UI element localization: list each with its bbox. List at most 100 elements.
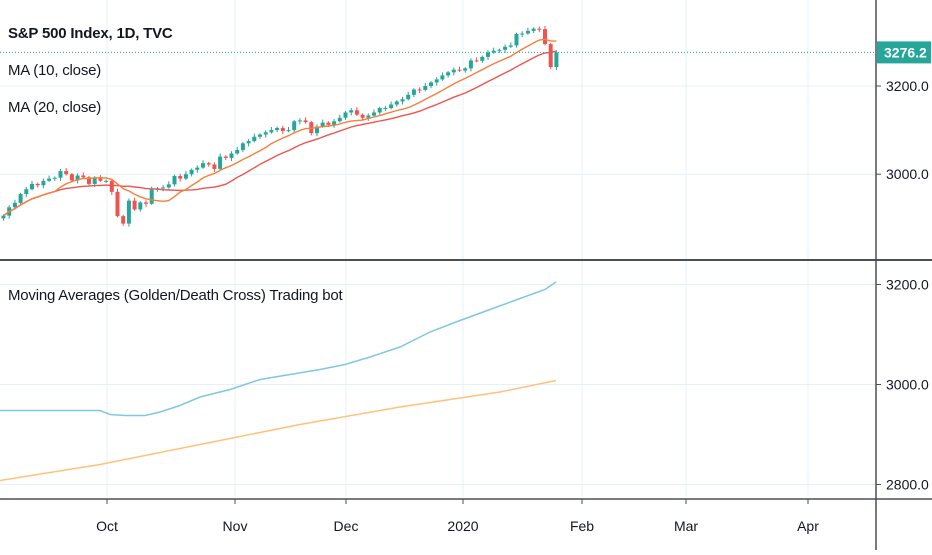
candle-body	[138, 202, 143, 210]
price-badge-label: 3276.2	[884, 44, 927, 60]
candle-body	[41, 180, 46, 186]
candle	[240, 142, 245, 153]
candle-body	[411, 89, 416, 95]
candle-body	[189, 169, 194, 175]
candle-body	[64, 171, 69, 175]
candle	[389, 101, 394, 110]
candle	[132, 197, 137, 211]
price-badge	[877, 41, 931, 64]
candle	[138, 201, 143, 212]
candle	[189, 168, 194, 177]
candle-body	[35, 183, 40, 186]
candle-body	[115, 191, 120, 217]
candle	[104, 179, 109, 184]
candle	[343, 111, 348, 120]
candle	[554, 50, 559, 71]
candle-body	[30, 183, 34, 190]
candle	[81, 172, 86, 179]
candle-body	[315, 126, 319, 134]
candle	[218, 153, 223, 171]
candle	[58, 168, 63, 181]
candle-body	[201, 163, 205, 168]
candle-body	[366, 115, 371, 118]
candle	[508, 42, 513, 49]
candle	[223, 155, 228, 161]
candle	[337, 114, 342, 123]
candle-body	[280, 127, 285, 131]
candle-body	[303, 120, 308, 123]
candle	[531, 27, 536, 34]
candle-body	[440, 75, 445, 80]
candle-body	[377, 108, 382, 113]
candle-body	[87, 177, 91, 184]
candle	[417, 87, 422, 94]
candle	[149, 186, 154, 206]
candle-body	[332, 121, 337, 125]
candle	[446, 71, 451, 78]
candle-body	[297, 120, 302, 122]
candle	[172, 174, 177, 187]
candle	[178, 173, 183, 182]
candle-body	[258, 134, 262, 137]
candle-body	[172, 175, 177, 185]
x-tick-label: Oct	[96, 518, 118, 534]
candle-body	[514, 33, 519, 46]
candle	[144, 200, 148, 207]
x-tick-label: 2020	[447, 518, 478, 534]
candle	[18, 192, 23, 206]
candle-body	[446, 72, 451, 76]
candle	[12, 199, 17, 209]
candle-body	[337, 117, 342, 122]
candle-body	[360, 114, 365, 118]
chart-title: S&P 500 Index, 1D, TVC	[8, 25, 173, 42]
candle-body	[12, 202, 17, 208]
candle-body	[183, 174, 188, 179]
candle	[126, 198, 131, 227]
indicator-y-tick-label: 3200.0	[886, 277, 929, 293]
candle-body	[394, 101, 399, 105]
ma10-legend[interactable]: MA (10, close)	[8, 62, 102, 79]
candle-body	[218, 156, 223, 169]
candle	[332, 119, 337, 128]
candle-body	[349, 110, 354, 113]
candle	[258, 133, 262, 139]
candle-body	[417, 89, 422, 91]
candle-body	[75, 175, 80, 181]
candle-body	[195, 167, 200, 170]
candle-body	[126, 200, 131, 224]
candle	[292, 119, 297, 133]
candle-body	[109, 180, 114, 192]
candle-body	[246, 141, 251, 144]
candle-body	[525, 30, 530, 34]
candle-body	[543, 29, 547, 45]
candle	[252, 133, 257, 143]
candle	[109, 178, 114, 195]
candle	[161, 185, 166, 192]
candle-body	[58, 171, 63, 178]
x-tick-label: Dec	[334, 518, 359, 534]
candle	[212, 162, 217, 172]
x-tick-label: Mar	[674, 518, 698, 534]
candle-body	[423, 86, 428, 90]
indicator-y-tick-label: 2800.0	[886, 477, 929, 493]
grid	[0, 0, 876, 497]
candle-body	[47, 178, 52, 181]
candle-body	[520, 33, 525, 35]
candle	[64, 168, 69, 176]
candle	[434, 77, 439, 86]
candle-body	[166, 184, 171, 188]
candle	[349, 108, 354, 116]
candle	[24, 186, 29, 198]
candle-body	[52, 177, 57, 179]
bot-blue-line	[0, 281, 557, 417]
candle-body	[503, 46, 508, 50]
candle	[451, 67, 456, 76]
candle-body	[252, 136, 257, 142]
x-tick-label: Nov	[223, 518, 248, 534]
ma20-legend[interactable]: MA (20, close)	[8, 99, 102, 116]
indicator-legend[interactable]: Moving Averages (Golden/Death Cross) Tra…	[8, 287, 343, 304]
candle-body	[92, 178, 97, 184]
candle-body	[144, 202, 148, 204]
